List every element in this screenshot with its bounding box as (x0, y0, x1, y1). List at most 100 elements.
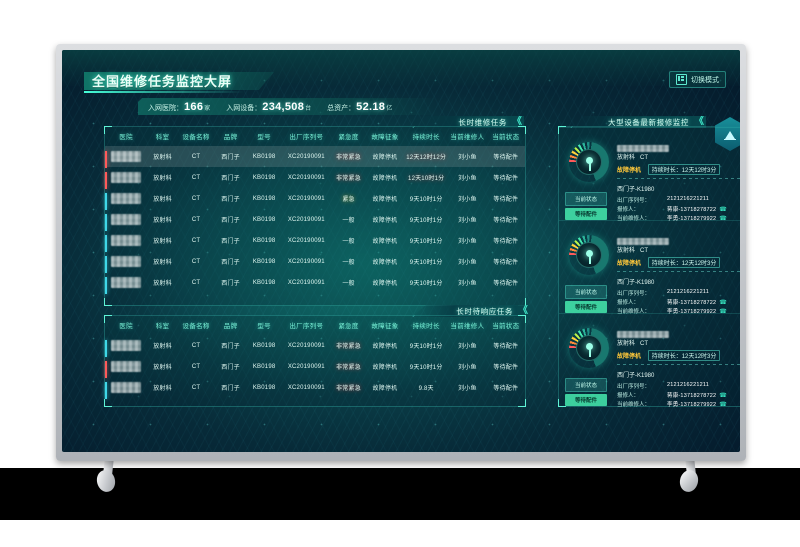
cell-engineer: 刘小鱼 (448, 146, 487, 167)
hospital-name-redacted (111, 151, 142, 162)
cell-duration: 9.8天 (418, 386, 434, 392)
cell-fault: 故障停机 (372, 281, 398, 287)
table-row[interactable]: 放射科 CT 西门子 KB0198 XC20190091 一般 故障停机 9天10时1分 刘小鱼… (105, 230, 525, 252)
switch-mode-button[interactable]: 切换模式 (669, 71, 726, 88)
chevron-left-icon: 《 (694, 116, 704, 127)
card-dept: 放射科 (617, 155, 636, 161)
cell-status: 等待配件 (493, 365, 519, 371)
row-priority-bar (105, 382, 107, 399)
cell-serial: XC20190091 (287, 384, 325, 391)
cell-hospital (105, 209, 147, 231)
cell-engineer: 刘小鱼 (458, 365, 477, 371)
long-repair-panel: 医院 科室 设备名称 品牌 型号 出厂序列号 紧急度 故障征象 持续时长 当前维修人 当前状态 放射… (104, 126, 526, 306)
cell-dept: 放射科 (153, 176, 172, 182)
cell-hospital (105, 377, 147, 399)
cell-urgency: 一般 (342, 239, 355, 245)
cell-device: CT (191, 174, 201, 181)
cell-serial: XC20190091 (287, 174, 325, 181)
table-row[interactable]: 放射科 CT 西门子 KB0198 XC20190091 非常紧急 故障停机 12天12时12… (105, 146, 525, 168)
cell-model: KB0198 (246, 146, 282, 167)
table-row[interactable]: 放射科 CT 西门子 KB0198 XC20190091 非常紧急 故障停机 9天10时1分 刘… (105, 356, 525, 378)
card-dept-device: 放射科 CT (617, 338, 648, 347)
table-row[interactable]: 放射科 CT 西门子 KB0198 XC20190091 一般 故障停机 9天10时1分 刘小鱼… (105, 209, 525, 231)
card-status-label: 当前状态 (565, 285, 607, 299)
cell-duration: 9天10时1分 (409, 239, 443, 245)
cell-urgency: 非常紧急 (331, 146, 366, 167)
display-monitor: 全国维修任务监控大屏 切换模式 入网医院： 166 家 入网设备： 234,5 (56, 44, 746, 461)
corner-marker (104, 399, 112, 407)
card-device: CT (640, 248, 649, 254)
card-divider (617, 178, 740, 179)
table-row[interactable]: 放射科 CT 西门子 KB0198 XC20190091 一般 故障停机 9天10时1分 刘小鱼… (105, 251, 525, 273)
cell-hospital (105, 335, 147, 357)
cell-status: 等待配件 (486, 146, 525, 167)
cell-serial: XC20190091 (287, 342, 325, 349)
hospital-name-redacted (111, 382, 142, 393)
cell-engineer: 刘小鱼 (458, 344, 477, 350)
cell-hospital (105, 272, 147, 294)
cell-serial: XC20190091 (287, 258, 325, 265)
table-row[interactable]: 放射科 CT 西门子 KB0198 XC20190091 非常紧急 故障停机 9天10时1分 刘… (105, 335, 525, 357)
card-serial-value: 2121216221211 (667, 289, 709, 295)
card-fault-row: 故障停机 持续时长：12天12时3分 (617, 164, 721, 175)
table-row[interactable]: 放射科 CT 西门子 KB0198 XC20190091 一般 故障停机 9天10时1分 刘小鱼… (105, 272, 525, 294)
table-row[interactable]: 放射科 CT 西门子 KB0198 XC20190091 非常紧急 故障停机 12天10时1分… (105, 167, 525, 189)
table-row[interactable]: 放射科 CT 西门子 KB0198 XC20190091 紧急 故障停机 9天10时1分 刘小鱼… (105, 188, 525, 210)
device-card[interactable]: 放射科 CT 故障停机 持续时长：12天12时3分 西门子-K1980 出厂序列… (559, 127, 740, 225)
card-model: 西门子-K1980 (617, 280, 655, 286)
dashboard-ui: 全国维修任务监控大屏 切换模式 入网医院： 166 家 入网设备： 234,5 (62, 50, 740, 452)
column-header-0: 医院 (119, 323, 133, 330)
corner-marker (518, 399, 526, 407)
table-row[interactable]: 放射科 CT 西门子 KB0198 XC20190091 非常紧急 故障停机 9.8天 刘小鱼 等… (105, 377, 525, 399)
cell-status: 等待配件 (493, 239, 519, 245)
hospital-name-redacted (111, 172, 142, 183)
card-serial-value: 2121216221211 (667, 196, 709, 202)
hospital-name-redacted (111, 361, 142, 372)
cell-dept: 放射科 (153, 239, 172, 245)
column-header-1: 科室 (155, 323, 170, 330)
cell-brand: 西门子 (221, 197, 240, 203)
chevron-left-icon: 《 (512, 116, 522, 127)
cell-urgency: 紧急 (342, 197, 355, 203)
cell-fault: 故障停机 (372, 386, 398, 392)
column-header-2: 设备名称 (182, 134, 210, 141)
column-header-6: 紧急度 (338, 134, 359, 141)
cell-hospital (105, 167, 147, 189)
hospital-name-redacted (111, 235, 142, 246)
cell-hospital (105, 230, 147, 252)
row-priority-bar (105, 256, 107, 273)
column-header-10: 当前状态 (492, 134, 520, 141)
cell-urgency: 一般 (342, 260, 355, 266)
row-priority-bar (105, 214, 107, 231)
row-priority-bar (105, 340, 107, 357)
phone-icon: ☎ (719, 216, 727, 222)
device-card[interactable]: 放射科 CT 故障停机 持续时长：12天12时3分 西门子-K1980 出厂序列… (559, 220, 740, 318)
card-duration: 持续时长：12天12时3分 (647, 164, 721, 175)
phone-icon: ☎ (719, 402, 727, 408)
row-priority-bar (105, 172, 107, 189)
device-card[interactable]: 放射科 CT 故障停机 持续时长：12天12时3分 西门子-K1980 出厂序列… (559, 313, 740, 411)
stats-strip: 入网医院： 166 家 入网设备： 234,508 台 总资产： 52.18 亿 (138, 98, 438, 115)
hospital-name-redacted (111, 193, 142, 204)
column-header-7: 故障征象 (371, 134, 399, 141)
cell-duration: 9天10时1分 (409, 260, 443, 266)
card-fault: 故障停机 (617, 168, 642, 174)
cell-urgency: 非常紧急 (336, 176, 361, 182)
cell-urgency: 非常紧急 (336, 365, 361, 371)
cell-urgency: 非常紧急 (336, 386, 361, 392)
stat-label: 入网医院： (148, 104, 183, 112)
column-header-5: 出厂序列号 (289, 134, 324, 141)
row-priority-bar (105, 151, 107, 168)
corner-marker (558, 399, 566, 407)
cell-fault: 故障停机 (372, 218, 398, 224)
card-model: 西门子-K1980 (617, 187, 655, 193)
corner-marker (518, 126, 526, 134)
cell-serial: XC20190091 (287, 237, 325, 244)
card-engineer-value: 李勇-13718279922 ☎ (667, 402, 727, 408)
chevron-left-icon: 《 (518, 305, 528, 316)
cell-duration: 9天10时1分 (409, 344, 443, 350)
phone-icon: ☎ (719, 300, 727, 306)
cell-serial: XC20190091 (287, 363, 325, 370)
stat-unit: 亿 (386, 105, 393, 112)
card-reporter-value: 蒋康-13718278722 ☎ (667, 300, 727, 306)
